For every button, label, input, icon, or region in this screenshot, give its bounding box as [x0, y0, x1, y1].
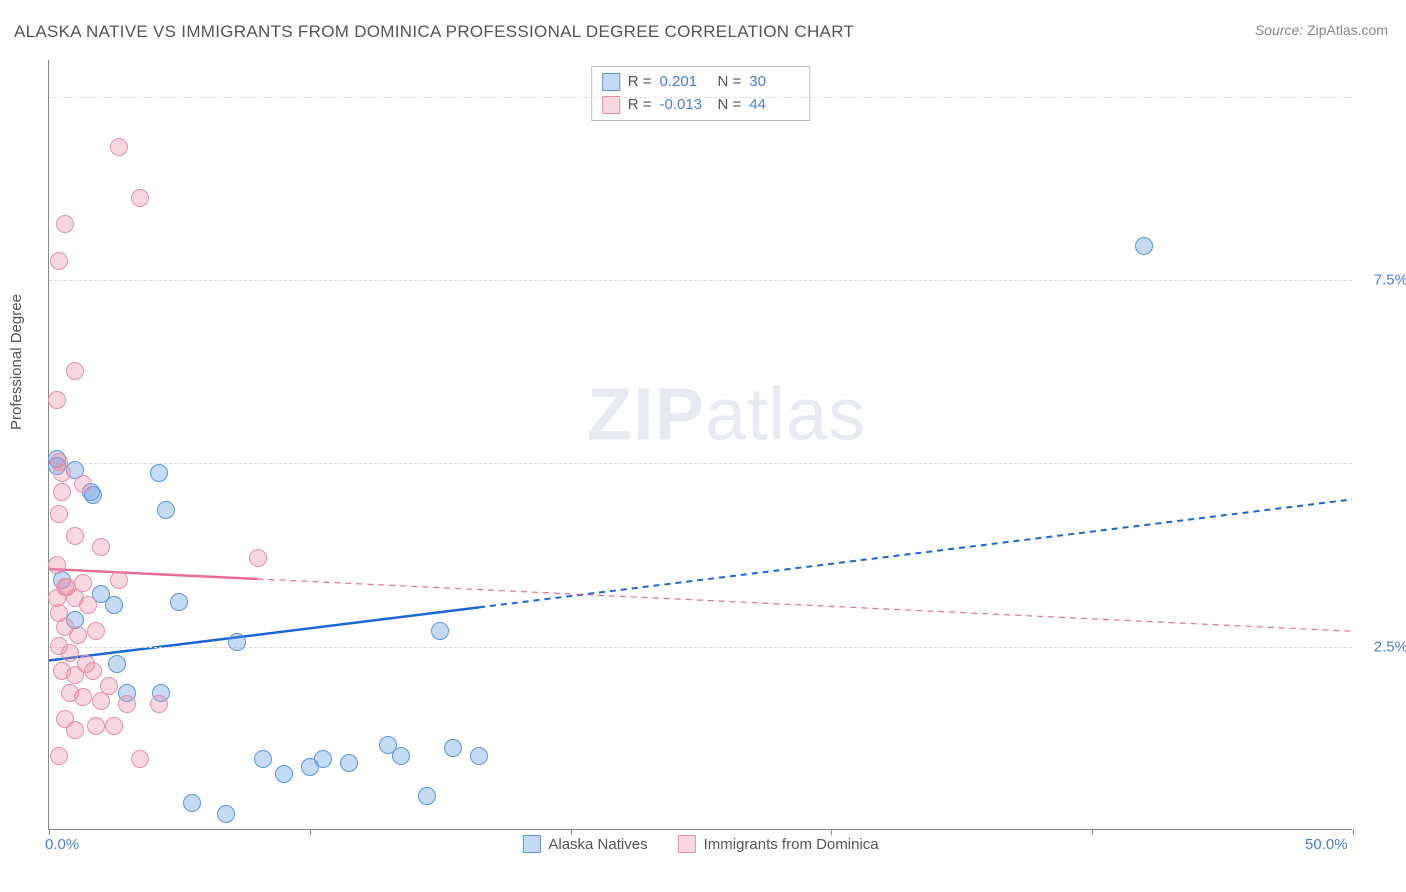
data-point-dominica [110, 571, 128, 589]
data-point-alaska [157, 501, 175, 519]
data-point-dominica [66, 527, 84, 545]
stat-n-value-alaska: 30 [749, 71, 799, 94]
plot-area: ZIPatlas R =0.201N =30R =-0.013N =44 Ala… [48, 60, 1352, 830]
bottom-legend: Alaska Natives Immigrants from Dominica [522, 835, 878, 853]
data-point-alaska [228, 633, 246, 651]
data-point-alaska [275, 765, 293, 783]
data-point-alaska [444, 739, 462, 757]
chart-container: ALASKA NATIVE VS IMMIGRANTS FROM DOMINIC… [0, 0, 1406, 892]
x-tick [310, 829, 311, 835]
swatch-dominica [602, 96, 620, 114]
data-point-dominica [66, 362, 84, 380]
watermark-bold: ZIP [587, 372, 705, 455]
trendline-dashed-dominica [257, 579, 1352, 631]
y-axis-label: Professional Degree [8, 294, 25, 430]
data-point-dominica [79, 596, 97, 614]
data-point-dominica [92, 538, 110, 556]
gridline [49, 280, 1352, 281]
legend-label-dominica: Immigrants from Dominica [704, 836, 879, 853]
data-point-alaska [418, 787, 436, 805]
data-point-alaska [470, 747, 488, 765]
data-point-dominica [69, 626, 87, 644]
source-value: ZipAtlas.com [1307, 22, 1388, 38]
data-point-alaska [183, 794, 201, 812]
data-point-dominica [249, 549, 267, 567]
gridline [49, 463, 1352, 464]
y-tick-label: 7.5% [1374, 272, 1406, 289]
stat-r-value-alaska: 0.201 [660, 71, 710, 94]
data-point-dominica [50, 505, 68, 523]
data-point-dominica [131, 750, 149, 768]
gridline [49, 97, 1352, 98]
legend-item-dominica: Immigrants from Dominica [678, 835, 879, 853]
data-point-dominica [87, 717, 105, 735]
swatch-alaska [602, 73, 620, 91]
data-point-dominica [48, 391, 66, 409]
legend-swatch-alaska [522, 835, 540, 853]
x-tick-label: 0.0% [45, 836, 79, 853]
data-point-alaska [254, 750, 272, 768]
data-point-alaska [217, 805, 235, 823]
trendline-dashed-alaska [479, 499, 1352, 607]
data-point-dominica [48, 556, 66, 574]
x-tick [831, 829, 832, 835]
legend-swatch-dominica [678, 835, 696, 853]
data-point-alaska [392, 747, 410, 765]
data-point-alaska [170, 593, 188, 611]
data-point-dominica [53, 464, 71, 482]
data-point-alaska [108, 655, 126, 673]
source-attribution: Source: ZipAtlas.com [1255, 22, 1388, 38]
data-point-dominica [84, 662, 102, 680]
trendline-solid-alaska [49, 607, 479, 660]
x-tick [1092, 829, 1093, 835]
data-point-alaska [150, 464, 168, 482]
data-point-dominica [50, 252, 68, 270]
legend-label-alaska: Alaska Natives [548, 836, 647, 853]
data-point-dominica [50, 747, 68, 765]
stat-r-label: R = [628, 71, 652, 94]
gridline [49, 647, 1352, 648]
data-point-dominica [53, 483, 71, 501]
source-label: Source: [1255, 22, 1303, 38]
data-point-dominica [66, 721, 84, 739]
data-point-dominica [53, 662, 71, 680]
chart-title: ALASKA NATIVE VS IMMIGRANTS FROM DOMINIC… [14, 22, 854, 42]
data-point-alaska [340, 754, 358, 772]
data-point-dominica [56, 215, 74, 233]
data-point-dominica [87, 622, 105, 640]
watermark: ZIPatlas [587, 371, 866, 456]
data-point-dominica [61, 644, 79, 662]
x-tick-label: 50.0% [1305, 836, 1348, 853]
stats-row-alaska: R = 0.201 N = 30 [602, 71, 800, 94]
data-point-dominica [92, 692, 110, 710]
data-point-dominica [150, 695, 168, 713]
data-point-dominica [110, 138, 128, 156]
data-point-dominica [118, 695, 136, 713]
stat-n-label: N = [718, 71, 742, 94]
stats-legend-box: R =0.201N =30R =-0.013N =44 [591, 66, 811, 121]
data-point-dominica [131, 189, 149, 207]
data-point-alaska [314, 750, 332, 768]
data-point-dominica [74, 688, 92, 706]
data-point-dominica [105, 717, 123, 735]
data-point-alaska [431, 622, 449, 640]
data-point-dominica [74, 475, 92, 493]
x-tick [1353, 829, 1354, 835]
y-tick-label: 2.5% [1374, 638, 1406, 655]
x-tick [571, 829, 572, 835]
watermark-rest: atlas [705, 372, 866, 455]
data-point-alaska [1135, 237, 1153, 255]
legend-item-alaska: Alaska Natives [522, 835, 647, 853]
x-tick [49, 829, 50, 835]
